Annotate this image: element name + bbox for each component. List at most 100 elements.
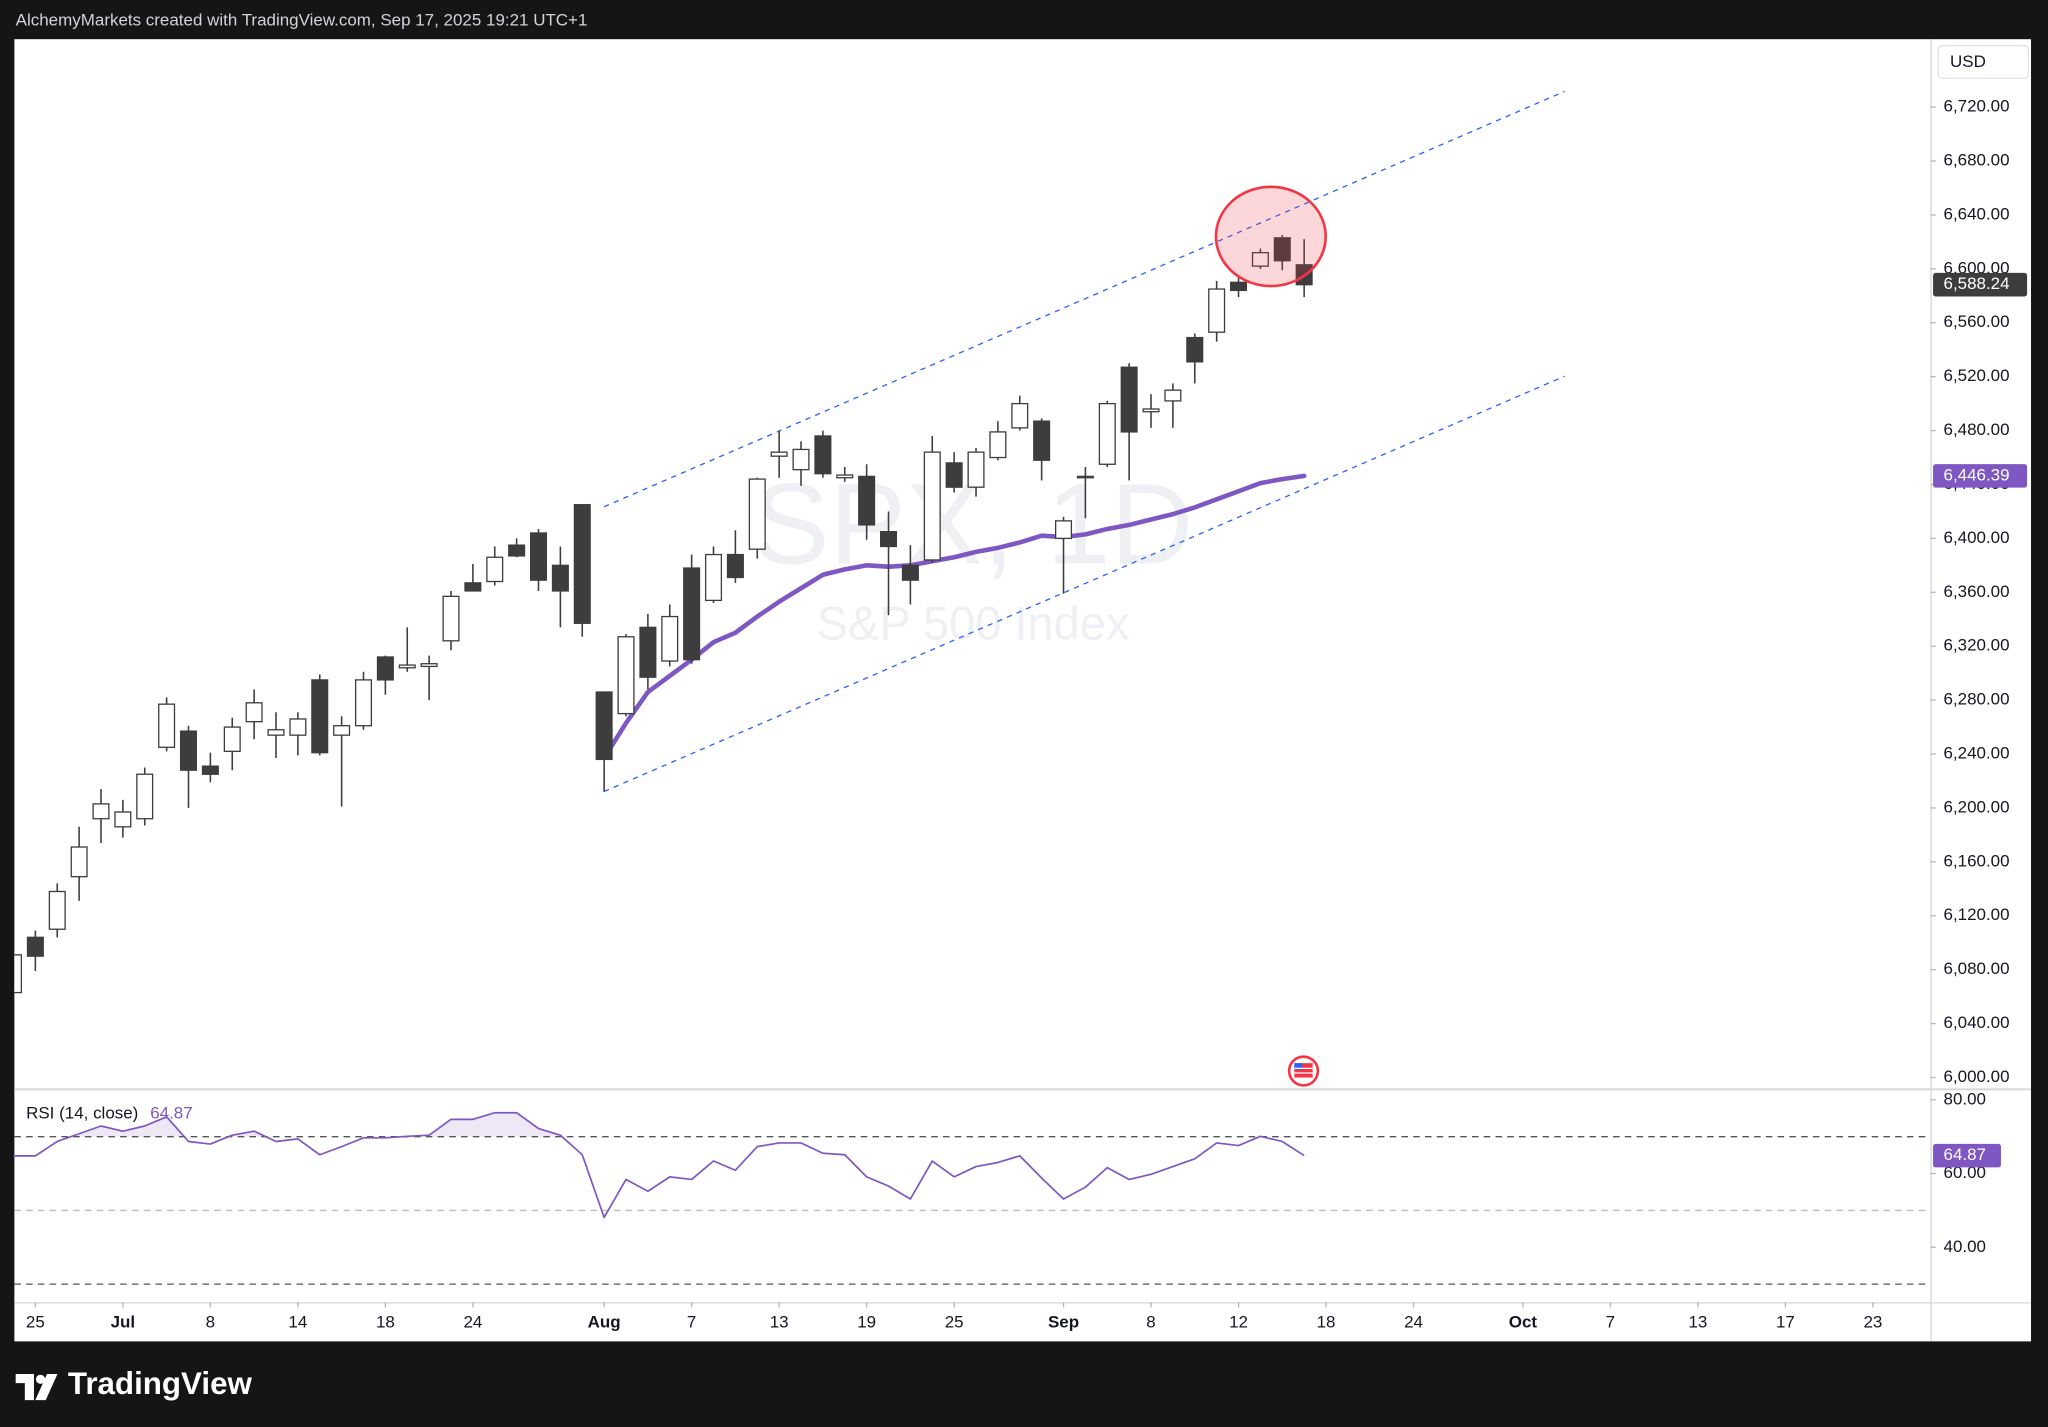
candle-body — [354, 679, 373, 727]
x-tick-label: 7 — [687, 1313, 696, 1332]
currency-label[interactable]: USD — [1950, 52, 1986, 71]
candle-body — [617, 636, 635, 715]
rsi-y-tick-label: 40.00 — [1944, 1237, 1986, 1256]
candle-body — [420, 663, 438, 668]
x-tick-label: 13 — [1688, 1313, 1707, 1332]
candle-body — [26, 936, 44, 957]
currency-box[interactable] — [1937, 45, 2030, 80]
candle-body — [1164, 389, 1182, 402]
candle-body — [748, 478, 766, 550]
candle-body — [14, 954, 23, 994]
y-tick-label: 6,720.00 — [1944, 97, 2010, 116]
candle-body — [661, 615, 679, 662]
moving-average-line — [601, 473, 1307, 761]
y-tick-label: 6,160.00 — [1944, 851, 2010, 870]
x-tick-label: 18 — [1317, 1313, 1336, 1332]
watermark-description: S&P 500 Index — [817, 596, 1130, 649]
candle-body — [376, 656, 394, 681]
candle-body — [595, 691, 613, 761]
candle-body — [573, 504, 591, 624]
y-tick-label: 6,320.00 — [1944, 636, 2010, 655]
main-pane — [14, 90, 1565, 994]
x-tick-label: Sep — [1048, 1313, 1079, 1332]
candle-body — [1076, 475, 1094, 479]
x-tick-label: Aug — [588, 1313, 621, 1332]
candle-body — [529, 532, 548, 581]
y-tick-label: 6,520.00 — [1944, 366, 2010, 385]
y-tick-label: 6,080.00 — [1944, 959, 2010, 978]
highlight-circle[interactable] — [1214, 185, 1328, 288]
y-tick-label: 6,280.00 — [1944, 690, 2010, 709]
x-tick-label: 23 — [1863, 1313, 1882, 1332]
x-tick-label: 13 — [770, 1313, 789, 1332]
x-tick-label: 24 — [463, 1313, 482, 1332]
candle-body — [398, 664, 416, 669]
candle-body — [508, 544, 526, 557]
x-tick-label: 18 — [376, 1313, 395, 1332]
candle-body — [551, 564, 569, 592]
candle-body — [311, 679, 329, 754]
candle-body — [1229, 281, 1248, 292]
rsi-y-tick-label: 80.00 — [1944, 1089, 1986, 1108]
candle-body — [1120, 366, 1138, 433]
candle-body — [1208, 288, 1226, 333]
rsi-value-label: 64.87 — [1944, 1145, 1986, 1164]
candle-body — [158, 703, 176, 748]
y-tick-label: 6,400.00 — [1944, 528, 2010, 547]
candle-body — [92, 803, 110, 820]
candle-body — [967, 451, 985, 488]
rsi-value-tag — [1933, 1143, 2001, 1168]
candle-body — [792, 448, 810, 471]
y-tick-label: 6,360.00 — [1944, 582, 2010, 601]
candle-body — [70, 846, 88, 878]
candle-body — [114, 811, 132, 828]
event-flag-canton — [1294, 1063, 1303, 1070]
rsi-line — [13, 1111, 1305, 1219]
candle-body — [683, 567, 701, 661]
candle-body — [704, 553, 723, 602]
candle-body — [442, 595, 460, 642]
candle-body — [289, 718, 307, 736]
y-tick-label: 6,600.00 — [1944, 258, 2010, 277]
candle-body — [245, 702, 263, 723]
x-tick-label: Oct — [1509, 1313, 1538, 1332]
ma-price-tag — [1933, 464, 2028, 488]
candle-body — [1142, 408, 1160, 413]
logo-mark — [35, 1374, 58, 1401]
candle-body — [1273, 237, 1291, 262]
candle-body — [1033, 420, 1051, 461]
rsi-title: RSI (14, close) — [26, 1104, 138, 1123]
x-tick-label: 25 — [945, 1313, 964, 1332]
candle-body — [179, 730, 198, 771]
x-tick-label: 8 — [1146, 1313, 1155, 1332]
header-text: AlchemyMarkets created with TradingView.… — [16, 10, 588, 29]
candle-body — [770, 451, 788, 457]
last-price-tag — [1933, 272, 2028, 297]
y-tick-label: 6,480.00 — [1944, 420, 2010, 439]
candle-body — [201, 765, 219, 775]
x-tick-label: 25 — [26, 1313, 45, 1332]
ma-price-label: 6,446.39 — [1944, 465, 2010, 484]
candle-body — [814, 435, 832, 475]
y-tick-label: 6,240.00 — [1944, 744, 2010, 763]
candle-body — [945, 462, 963, 488]
footer-logo-text: TradingView — [68, 1366, 253, 1401]
candle-body — [464, 582, 482, 592]
candle-body — [267, 729, 285, 736]
candle-body — [836, 474, 854, 479]
candle-body — [989, 431, 1007, 459]
candle-body — [486, 556, 504, 583]
x-tick-label: 14 — [288, 1313, 307, 1332]
x-tick-label: 17 — [1776, 1313, 1795, 1332]
event-icon[interactable] — [1287, 1055, 1320, 1087]
y-tick-label: 6,120.00 — [1944, 905, 2010, 924]
candle-body — [1251, 252, 1269, 267]
chart-panel — [14, 39, 2032, 1342]
candle-body — [639, 626, 657, 678]
y-tick-label: 6,680.00 — [1944, 151, 2010, 170]
candle-body — [879, 530, 898, 548]
x-tick-label: 24 — [1404, 1313, 1423, 1332]
candle-body — [333, 725, 351, 736]
rsi-legend-value: 64.87 — [150, 1104, 192, 1123]
